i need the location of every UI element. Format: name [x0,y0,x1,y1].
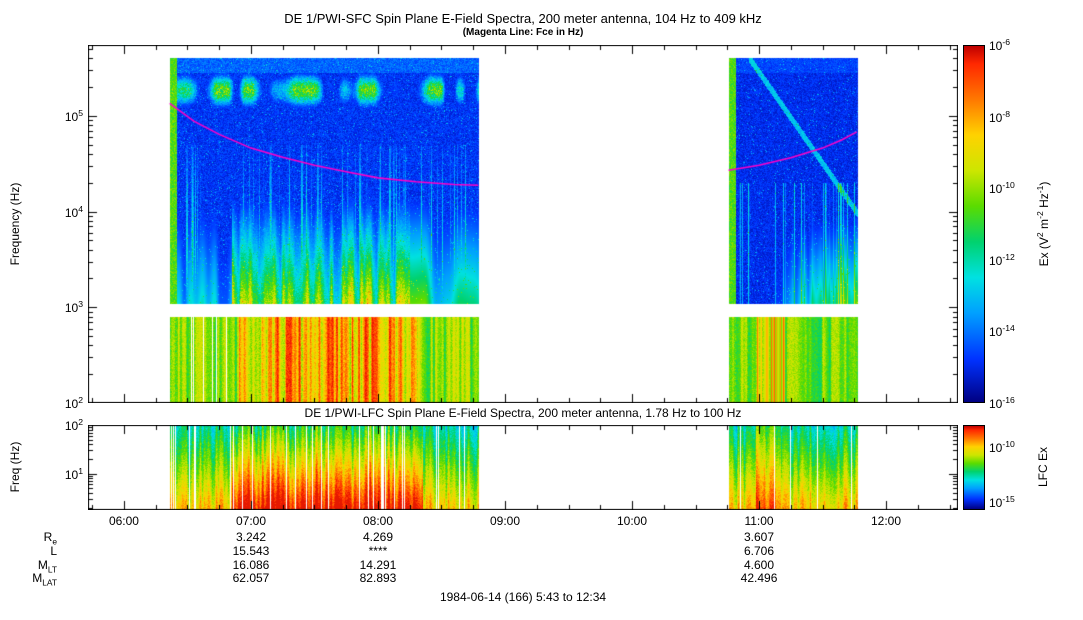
ephemeris-row-label: Re [43,530,57,547]
ephemeris-value: 4.269 [362,530,393,544]
sfc-colorbar-label: Ex (V2 m-2 Hz-1) [1035,181,1051,267]
time-tick-label: 11:00 [744,514,774,528]
ephemeris-value: 16.086 [232,557,270,572]
lfc-colorbar-tick-label: 10-10 [989,439,1015,456]
ephemeris-value: 3.242 [235,530,266,544]
ephemeris-value: 62.057 [232,571,270,586]
lfc-colorbar-tick-label: 10-15 [989,493,1015,510]
sfc-colorbar-tick-label: 10-10 [989,180,1015,197]
time-tick-label: 06:00 [108,514,139,528]
sfc-title: DE 1/PWI-SFC Spin Plane E-Field Spectra,… [284,11,762,26]
lfc-spectrogram-canvas [88,425,958,510]
time-tick-label: 12:00 [871,514,902,528]
lfc-colorbar [963,425,985,510]
ephemeris-row-label: MLAT [32,571,57,588]
time-tick-label: 09:00 [489,514,521,528]
ephemeris-row-label: MLT [37,557,57,574]
ephemeris-value: **** [368,543,388,558]
ephemeris-value: 82.893 [359,571,397,586]
lfc-y-axis-label: Freq (Hz) [8,441,22,493]
sfc-colorbar-tick-label: 10-16 [989,395,1015,411]
sfc-y-tick-label: 104 [64,203,83,220]
sfc-colorbar-tick-label: 10-14 [989,323,1015,340]
time-tick-label: 10:00 [616,514,648,528]
ephemeris-value: 42.496 [740,571,778,586]
sfc-colorbar-tick-label: 10-6 [989,37,1011,53]
sfc-colorbar [963,45,985,403]
lfc-colorbar-label: LFC Ex [1036,446,1050,488]
sfc-colorbar-tick-label: 10-8 [989,108,1011,125]
date-range-label: 1984-06-14 (166) 5:43 to 12:34 [439,590,607,604]
lfc-title: DE 1/PWI-LFC Spin Plane E-Field Spectra,… [304,406,742,420]
sfc-subtitle: (Magenta Line: Fce in Hz) [462,27,584,38]
sfc-y-tick-label: 103 [64,299,83,316]
ephemeris-value: 15.543 [232,543,270,558]
ephemeris-value: 4.600 [744,557,775,572]
lfc-y-tick-label: 102 [64,417,83,433]
lfc-y-tick-label: 101 [64,465,83,482]
sfc-colorbar-tick-label: 10-12 [989,251,1015,268]
ephemeris-value: 3.607 [744,530,775,544]
time-tick-label: 07:00 [235,514,266,528]
sfc-y-tick-label: 105 [64,107,83,124]
ephemeris-value: 14.291 [359,557,397,572]
sfc-y-axis-label: Frequency (Hz) [8,182,22,266]
ephemeris-row-label: L [50,543,57,558]
time-tick-label: 08:00 [362,514,393,528]
sfc-y-tick-label: 102 [64,395,83,411]
ephemeris-value: 6.706 [744,543,775,558]
sfc-spectrogram-canvas [88,45,958,403]
